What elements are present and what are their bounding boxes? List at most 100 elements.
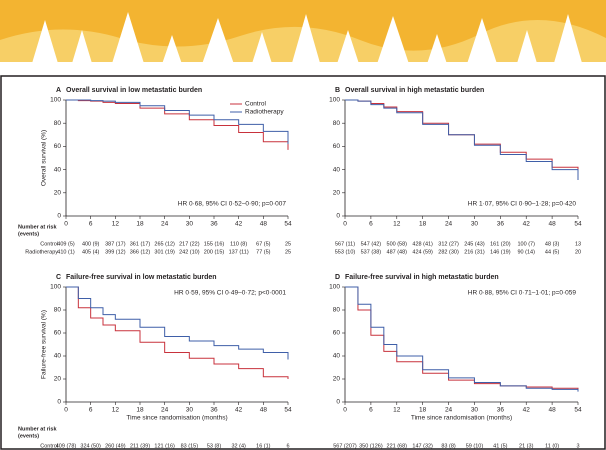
panel: AOverall survival in low metastatic burd… bbox=[18, 87, 292, 256]
y-tick-label: 100 bbox=[50, 284, 61, 291]
y-tick-label: 20 bbox=[54, 376, 62, 383]
risk-cell: 59 (10) bbox=[466, 443, 484, 449]
x-tick-label: 30 bbox=[186, 407, 194, 414]
x-tick-label: 24 bbox=[445, 221, 453, 228]
risk-cell: 424 (59) bbox=[412, 249, 433, 255]
y-tick-label: 100 bbox=[329, 284, 340, 291]
risk-cell: 547 (42) bbox=[361, 241, 382, 247]
risk-cell: 21 (3) bbox=[519, 443, 534, 449]
risk-cell: 67 (5) bbox=[256, 241, 271, 247]
risk-cell: 301 (19) bbox=[154, 249, 175, 255]
x-tick-label: 6 bbox=[369, 221, 373, 228]
x-tick-label: 18 bbox=[136, 221, 144, 228]
risk-cell: 53 (8) bbox=[207, 443, 222, 449]
risk-cell: 83 (8) bbox=[441, 443, 456, 449]
y-tick-label: 0 bbox=[57, 213, 61, 220]
y-tick-label: 60 bbox=[333, 143, 341, 150]
risk-cell: 409 (5) bbox=[57, 241, 75, 247]
risk-cell: 410 (1) bbox=[57, 249, 75, 255]
y-tick-label: 60 bbox=[333, 330, 341, 337]
x-tick-label: 48 bbox=[260, 407, 268, 414]
x-tick-label: 36 bbox=[497, 407, 505, 414]
risk-cell: 48 (3) bbox=[545, 241, 560, 247]
risk-cell: 221 (68) bbox=[387, 443, 408, 449]
risk-cell: 25 bbox=[285, 249, 291, 255]
x-tick-label: 0 bbox=[343, 407, 347, 414]
risk-cell: 537 (38) bbox=[361, 249, 382, 255]
x-tick-label: 36 bbox=[497, 221, 505, 228]
risk-cell: 211 (39) bbox=[130, 443, 150, 449]
x-tick-label: 30 bbox=[471, 221, 479, 228]
y-tick-label: 20 bbox=[333, 376, 341, 383]
risk-cell: 77 (5) bbox=[256, 249, 271, 255]
x-tick-label: 12 bbox=[112, 221, 120, 228]
x-tick-label: 18 bbox=[136, 407, 144, 414]
risk-cell: 409 (78) bbox=[56, 443, 77, 449]
y-tick-label: 100 bbox=[50, 97, 61, 104]
x-tick-label: 54 bbox=[574, 407, 582, 414]
legend-label: Control bbox=[245, 101, 267, 108]
y-tick-label: 20 bbox=[333, 190, 341, 197]
survival-curve bbox=[66, 287, 288, 359]
risk-title: Number at risk bbox=[18, 224, 57, 230]
risk-cell: 32 (4) bbox=[231, 443, 246, 449]
y-tick-label: 40 bbox=[333, 166, 341, 173]
risk-cell: 146 (19) bbox=[490, 249, 511, 255]
panel-title: Failure-free survival in high metastatic… bbox=[345, 274, 499, 281]
y-tick-label: 60 bbox=[54, 143, 62, 150]
risk-cell: 41 (5) bbox=[493, 443, 508, 449]
risk-cell: 500 (58) bbox=[387, 241, 408, 247]
risk-cell: 110 (8) bbox=[230, 241, 247, 247]
y-tick-label: 60 bbox=[54, 330, 62, 337]
y-tick-label: 100 bbox=[329, 97, 340, 104]
panel: BOverall survival in high metastatic bur… bbox=[329, 87, 582, 256]
x-tick-label: 48 bbox=[548, 407, 556, 414]
risk-cell: 399 (12) bbox=[105, 249, 126, 255]
risk-cell: 400 (9) bbox=[82, 241, 100, 247]
risk-cell: 161 (20) bbox=[490, 241, 511, 247]
y-tick-label: 40 bbox=[54, 353, 62, 360]
x-tick-label: 54 bbox=[284, 221, 292, 228]
panel-letter: B bbox=[335, 87, 340, 94]
y-tick-label: 80 bbox=[333, 307, 341, 314]
risk-cell: 245 (43) bbox=[464, 241, 485, 247]
survival-curve bbox=[345, 287, 578, 392]
panel: CFailure-free survival in low metastatic… bbox=[18, 274, 292, 450]
x-tick-label: 42 bbox=[235, 407, 243, 414]
risk-cell: 242 (10) bbox=[179, 249, 200, 255]
x-tick-label: 42 bbox=[523, 221, 531, 228]
risk-cell: 155 (16) bbox=[204, 241, 225, 247]
risk-cell: 20 bbox=[575, 249, 581, 255]
panel-letter: C bbox=[56, 274, 61, 281]
risk-cell: 147 (32) bbox=[412, 443, 433, 449]
frame bbox=[1, 76, 605, 449]
risk-cell: 350 (126) bbox=[359, 443, 383, 449]
x-tick-label: 0 bbox=[343, 221, 347, 228]
x-axis-label: Time since randomisation (months) bbox=[411, 415, 512, 422]
x-tick-label: 12 bbox=[112, 407, 120, 414]
x-tick-label: 12 bbox=[393, 407, 401, 414]
risk-cell: 361 (17) bbox=[130, 241, 151, 247]
survival-curve bbox=[66, 287, 288, 379]
risk-cell: 567 (207) bbox=[333, 443, 357, 449]
x-tick-label: 36 bbox=[210, 407, 218, 414]
risk-cell: 312 (27) bbox=[438, 241, 459, 247]
x-tick-label: 6 bbox=[369, 407, 373, 414]
risk-cell: 137 (11) bbox=[229, 249, 249, 255]
annotation: HR 0·68, 95% CI 0·52–0·90; p=0·007 bbox=[178, 201, 287, 208]
risk-cell: 3 bbox=[576, 443, 579, 449]
x-tick-label: 6 bbox=[89, 221, 93, 228]
y-tick-label: 0 bbox=[57, 399, 61, 406]
y-axis-label: Failure-free survival (%) bbox=[41, 310, 48, 379]
annotation: HR 0·88, 95% CI 0·71–1·01; p=0·059 bbox=[468, 290, 577, 297]
x-tick-label: 30 bbox=[186, 221, 194, 228]
x-tick-label: 6 bbox=[89, 407, 93, 414]
y-tick-label: 80 bbox=[333, 120, 341, 127]
y-tick-label: 20 bbox=[54, 190, 62, 197]
risk-cell: 405 (4) bbox=[82, 249, 100, 255]
x-axis-label: Time since randomisation (months) bbox=[126, 415, 227, 422]
risk-cell: 25 bbox=[285, 241, 291, 247]
x-tick-label: 48 bbox=[548, 221, 556, 228]
risk-cell: 13 bbox=[575, 241, 581, 247]
